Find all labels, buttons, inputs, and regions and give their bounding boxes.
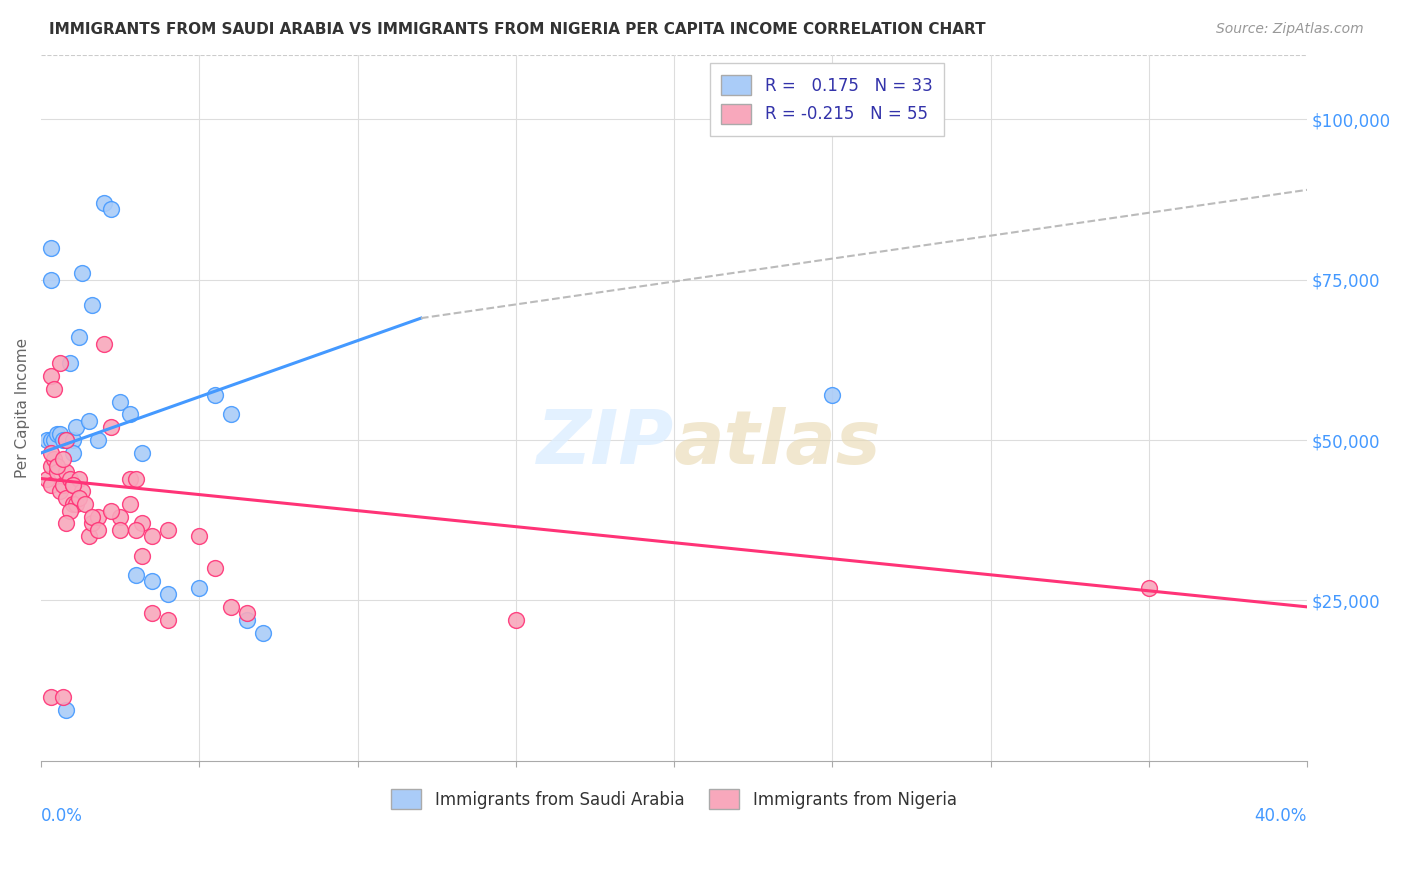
Text: 40.0%: 40.0%	[1254, 806, 1308, 825]
Legend: Immigrants from Saudi Arabia, Immigrants from Nigeria: Immigrants from Saudi Arabia, Immigrants…	[385, 782, 963, 816]
Point	[156, 523, 179, 537]
Point	[131, 446, 153, 460]
Point	[204, 561, 226, 575]
Point	[39, 273, 62, 287]
Point	[62, 497, 84, 511]
Point	[505, 613, 527, 627]
Point	[80, 510, 103, 524]
Point	[77, 529, 100, 543]
Point	[55, 491, 77, 505]
Point	[141, 574, 163, 589]
Point	[49, 356, 72, 370]
Point	[49, 484, 72, 499]
Point	[65, 497, 87, 511]
Point	[55, 702, 77, 716]
Point	[125, 567, 148, 582]
Point	[93, 336, 115, 351]
Point	[62, 446, 84, 460]
Point	[93, 195, 115, 210]
Point	[156, 587, 179, 601]
Point	[131, 549, 153, 563]
Point	[45, 465, 67, 479]
Point	[100, 202, 122, 216]
Point	[39, 478, 62, 492]
Point	[62, 433, 84, 447]
Point	[821, 388, 844, 402]
Point	[75, 497, 97, 511]
Point	[58, 503, 80, 517]
Point	[110, 523, 132, 537]
Point	[52, 690, 75, 704]
Point	[118, 471, 141, 485]
Text: 0.0%: 0.0%	[41, 806, 83, 825]
Point	[39, 368, 62, 383]
Point	[87, 510, 110, 524]
Point	[58, 471, 80, 485]
Point	[37, 471, 59, 485]
Point	[77, 414, 100, 428]
Point	[80, 298, 103, 312]
Point	[100, 503, 122, 517]
Point	[39, 241, 62, 255]
Point	[67, 491, 90, 505]
Point	[45, 458, 67, 473]
Point	[118, 408, 141, 422]
Point	[219, 599, 242, 614]
Point	[188, 529, 211, 543]
Text: IMMIGRANTS FROM SAUDI ARABIA VS IMMIGRANTS FROM NIGERIA PER CAPITA INCOME CORREL: IMMIGRANTS FROM SAUDI ARABIA VS IMMIGRAN…	[49, 22, 986, 37]
Point	[118, 497, 141, 511]
Point	[87, 433, 110, 447]
Point	[125, 471, 148, 485]
Point	[42, 433, 65, 447]
Point	[49, 426, 72, 441]
Point	[131, 516, 153, 531]
Y-axis label: Per Capita Income: Per Capita Income	[15, 338, 30, 478]
Point	[67, 330, 90, 344]
Text: ZIP: ZIP	[537, 407, 673, 480]
Point	[45, 426, 67, 441]
Point	[110, 394, 132, 409]
Point	[67, 471, 90, 485]
Point	[219, 408, 242, 422]
Point	[39, 458, 62, 473]
Text: atlas: atlas	[673, 407, 882, 480]
Point	[55, 465, 77, 479]
Point	[39, 690, 62, 704]
Text: Source: ZipAtlas.com: Source: ZipAtlas.com	[1216, 22, 1364, 37]
Point	[72, 266, 94, 280]
Point	[55, 433, 77, 447]
Point	[39, 433, 62, 447]
Point	[110, 510, 132, 524]
Point	[236, 613, 259, 627]
Point	[42, 452, 65, 467]
Point	[80, 516, 103, 531]
Point	[52, 433, 75, 447]
Point	[52, 478, 75, 492]
Point	[252, 625, 274, 640]
Point	[39, 446, 62, 460]
Point	[125, 523, 148, 537]
Point	[236, 607, 259, 621]
Point	[188, 581, 211, 595]
Point	[1137, 581, 1160, 595]
Point	[100, 420, 122, 434]
Point	[52, 452, 75, 467]
Point	[58, 356, 80, 370]
Point	[141, 607, 163, 621]
Point	[55, 433, 77, 447]
Point	[156, 613, 179, 627]
Point	[65, 420, 87, 434]
Point	[37, 433, 59, 447]
Point	[72, 484, 94, 499]
Point	[42, 382, 65, 396]
Point	[87, 523, 110, 537]
Point	[55, 516, 77, 531]
Point	[62, 478, 84, 492]
Point	[204, 388, 226, 402]
Point	[62, 478, 84, 492]
Point	[141, 529, 163, 543]
